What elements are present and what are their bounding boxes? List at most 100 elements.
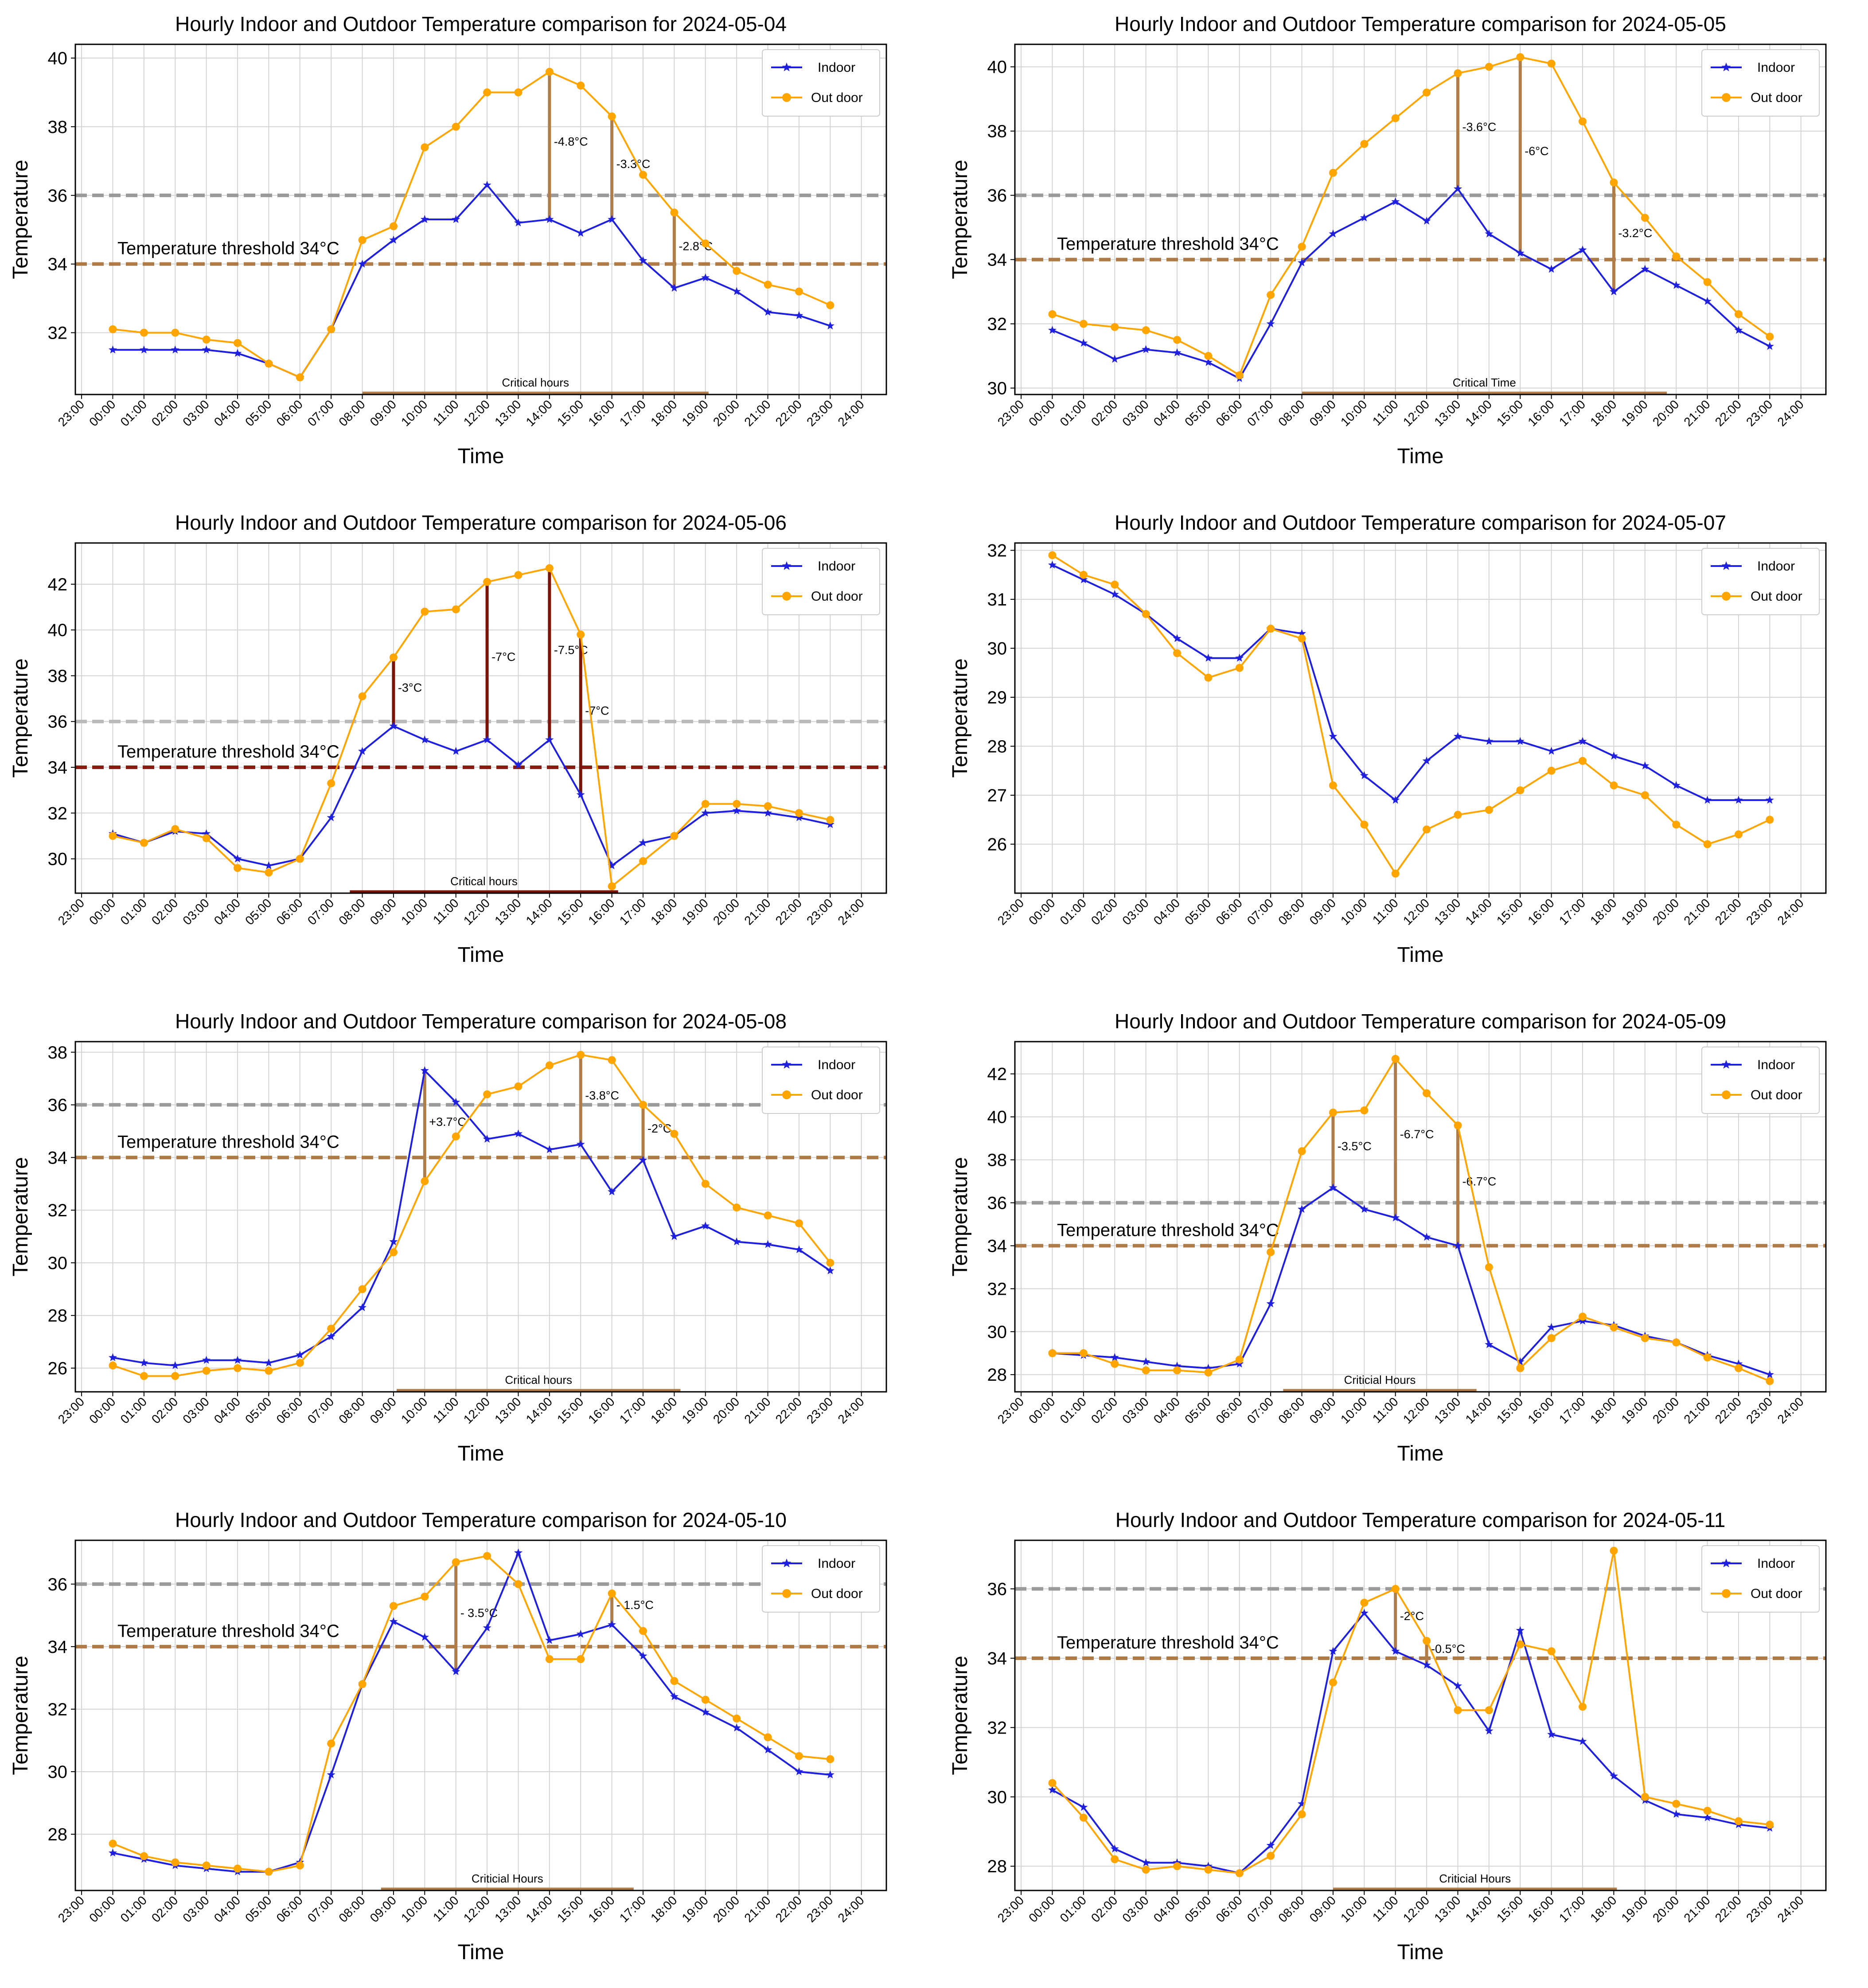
- indoor-point: [795, 311, 803, 319]
- outdoor-point: [202, 834, 211, 843]
- plot-frame: [74, 1539, 887, 1891]
- outdoor-point: [1204, 1368, 1213, 1377]
- x-tick-label: 13:00: [492, 896, 523, 927]
- x-tick-label: 01:00: [1057, 896, 1089, 927]
- indoor-point: [1734, 796, 1743, 804]
- legend-marker-outdoor: [782, 1589, 791, 1598]
- outdoor-point: [1485, 62, 1493, 71]
- y-tick-label: 34: [987, 1236, 1007, 1256]
- outdoor-point: [1423, 825, 1431, 834]
- outdoor-point: [1766, 1820, 1774, 1829]
- x-tick-label: 23:00: [995, 1394, 1026, 1426]
- chart-title: Hourly Indoor and Outdoor Temperature co…: [175, 511, 787, 534]
- legend-label-outdoor: Out door: [811, 1586, 863, 1601]
- x-tick-label: 01:00: [118, 1893, 149, 1925]
- outdoor-point: [764, 802, 772, 810]
- x-tick-label: 22:00: [1712, 1893, 1744, 1925]
- outdoor-point: [171, 328, 179, 337]
- outdoor-point: [483, 578, 491, 586]
- series-line-indoor: [1052, 187, 1771, 380]
- indoor-point: [358, 259, 367, 268]
- x-tick-label: 06:00: [1213, 1893, 1245, 1925]
- legend-marker-indoor: [782, 561, 792, 570]
- threshold-label: Temperature threshold 34°C: [1057, 1633, 1279, 1652]
- x-tick-label: 24:00: [835, 1394, 866, 1426]
- outdoor-point: [296, 373, 304, 382]
- outdoor-point: [1579, 1312, 1587, 1321]
- x-axis-label: Time: [458, 1941, 504, 1964]
- indoor-point: [1142, 1858, 1150, 1867]
- x-tick-label: 18:00: [648, 1893, 679, 1925]
- outdoor-point: [265, 1867, 273, 1876]
- x-tick-label: 12:00: [461, 896, 492, 927]
- y-tick-label: 29: [987, 688, 1007, 707]
- indoor-point: [701, 1221, 710, 1230]
- x-tick-label: 08:00: [1275, 1893, 1307, 1925]
- x-tick-label: 04:00: [1151, 1394, 1182, 1426]
- y-axis-label: Temperature: [9, 1656, 32, 1775]
- indoor-point: [140, 1358, 148, 1367]
- indoor-point: [1110, 1353, 1119, 1361]
- outdoor-point: [1142, 1366, 1150, 1375]
- indoor-point: [1578, 245, 1587, 254]
- outdoor-point: [1641, 214, 1649, 222]
- legend-label-outdoor: Out door: [811, 1088, 863, 1102]
- plot-frame: [1014, 1041, 1827, 1393]
- indoor-point: [1703, 1813, 1712, 1821]
- indoor-point: [608, 1620, 616, 1629]
- x-tick-label: 20:00: [1650, 1394, 1681, 1426]
- indoor-point: [1173, 348, 1182, 356]
- y-tick-label: 30: [48, 850, 68, 869]
- y-tick-label: 32: [48, 804, 68, 823]
- legend-box: [762, 1545, 880, 1613]
- indoor-point: [1516, 1357, 1525, 1366]
- indoor-point: [452, 1098, 460, 1106]
- outdoor-point: [1703, 1807, 1712, 1815]
- x-tick-label: 02:00: [149, 1394, 180, 1426]
- series-line-indoor: [1052, 1187, 1770, 1376]
- x-tick-label: 20:00: [710, 1893, 742, 1925]
- legend-box: [1701, 49, 1820, 117]
- outdoor-point: [577, 630, 585, 639]
- outdoor-point: [140, 328, 148, 337]
- outdoor-point: [1579, 757, 1587, 765]
- legend-marker-indoor: [782, 62, 792, 71]
- difference-label: -3.5°C: [1338, 1140, 1372, 1153]
- outdoor-point: [1235, 664, 1244, 672]
- legend-box: [762, 49, 880, 117]
- outdoor-point: [639, 1101, 647, 1109]
- outdoor-point: [1579, 1703, 1587, 1711]
- indoor-point: [1266, 1841, 1275, 1849]
- x-tick-label: 21:00: [1681, 1394, 1712, 1426]
- outdoor-point: [1329, 781, 1337, 789]
- x-tick-label: 14:00: [523, 1893, 555, 1925]
- indoor-point: [1672, 781, 1681, 789]
- x-tick-label: 21:00: [741, 896, 773, 927]
- x-tick-label: 17:00: [617, 896, 648, 927]
- outdoor-point: [701, 239, 710, 248]
- x-tick-label: 07:00: [305, 896, 336, 927]
- indoor-point: [202, 345, 211, 354]
- outdoor-point: [1267, 625, 1275, 633]
- indoor-point: [1454, 184, 1462, 193]
- indoor-point: [732, 806, 741, 815]
- indoor-point: [389, 1237, 398, 1246]
- x-tick-label: 22:00: [773, 1893, 804, 1925]
- x-tick-label: 05:00: [1182, 1893, 1213, 1925]
- x-tick-label: 09:00: [367, 1893, 399, 1925]
- outdoor-point: [514, 1580, 523, 1588]
- outdoor-point: [514, 571, 523, 579]
- indoor-point: [1422, 216, 1431, 225]
- indoor-point: [171, 345, 179, 354]
- indoor-point: [109, 345, 117, 354]
- x-tick-label: 21:00: [741, 1893, 773, 1925]
- outdoor-point: [483, 1552, 491, 1560]
- x-tick-label: 08:00: [336, 397, 367, 429]
- x-tick-label: 23:00: [1743, 896, 1775, 927]
- indoor-point: [420, 735, 429, 744]
- x-tick-label: 14:00: [1463, 896, 1494, 927]
- difference-label: -3.8°C: [585, 1089, 619, 1102]
- outdoor-point: [826, 816, 835, 824]
- x-tick-label: 00:00: [86, 1893, 118, 1925]
- outdoor-point: [1423, 1636, 1431, 1645]
